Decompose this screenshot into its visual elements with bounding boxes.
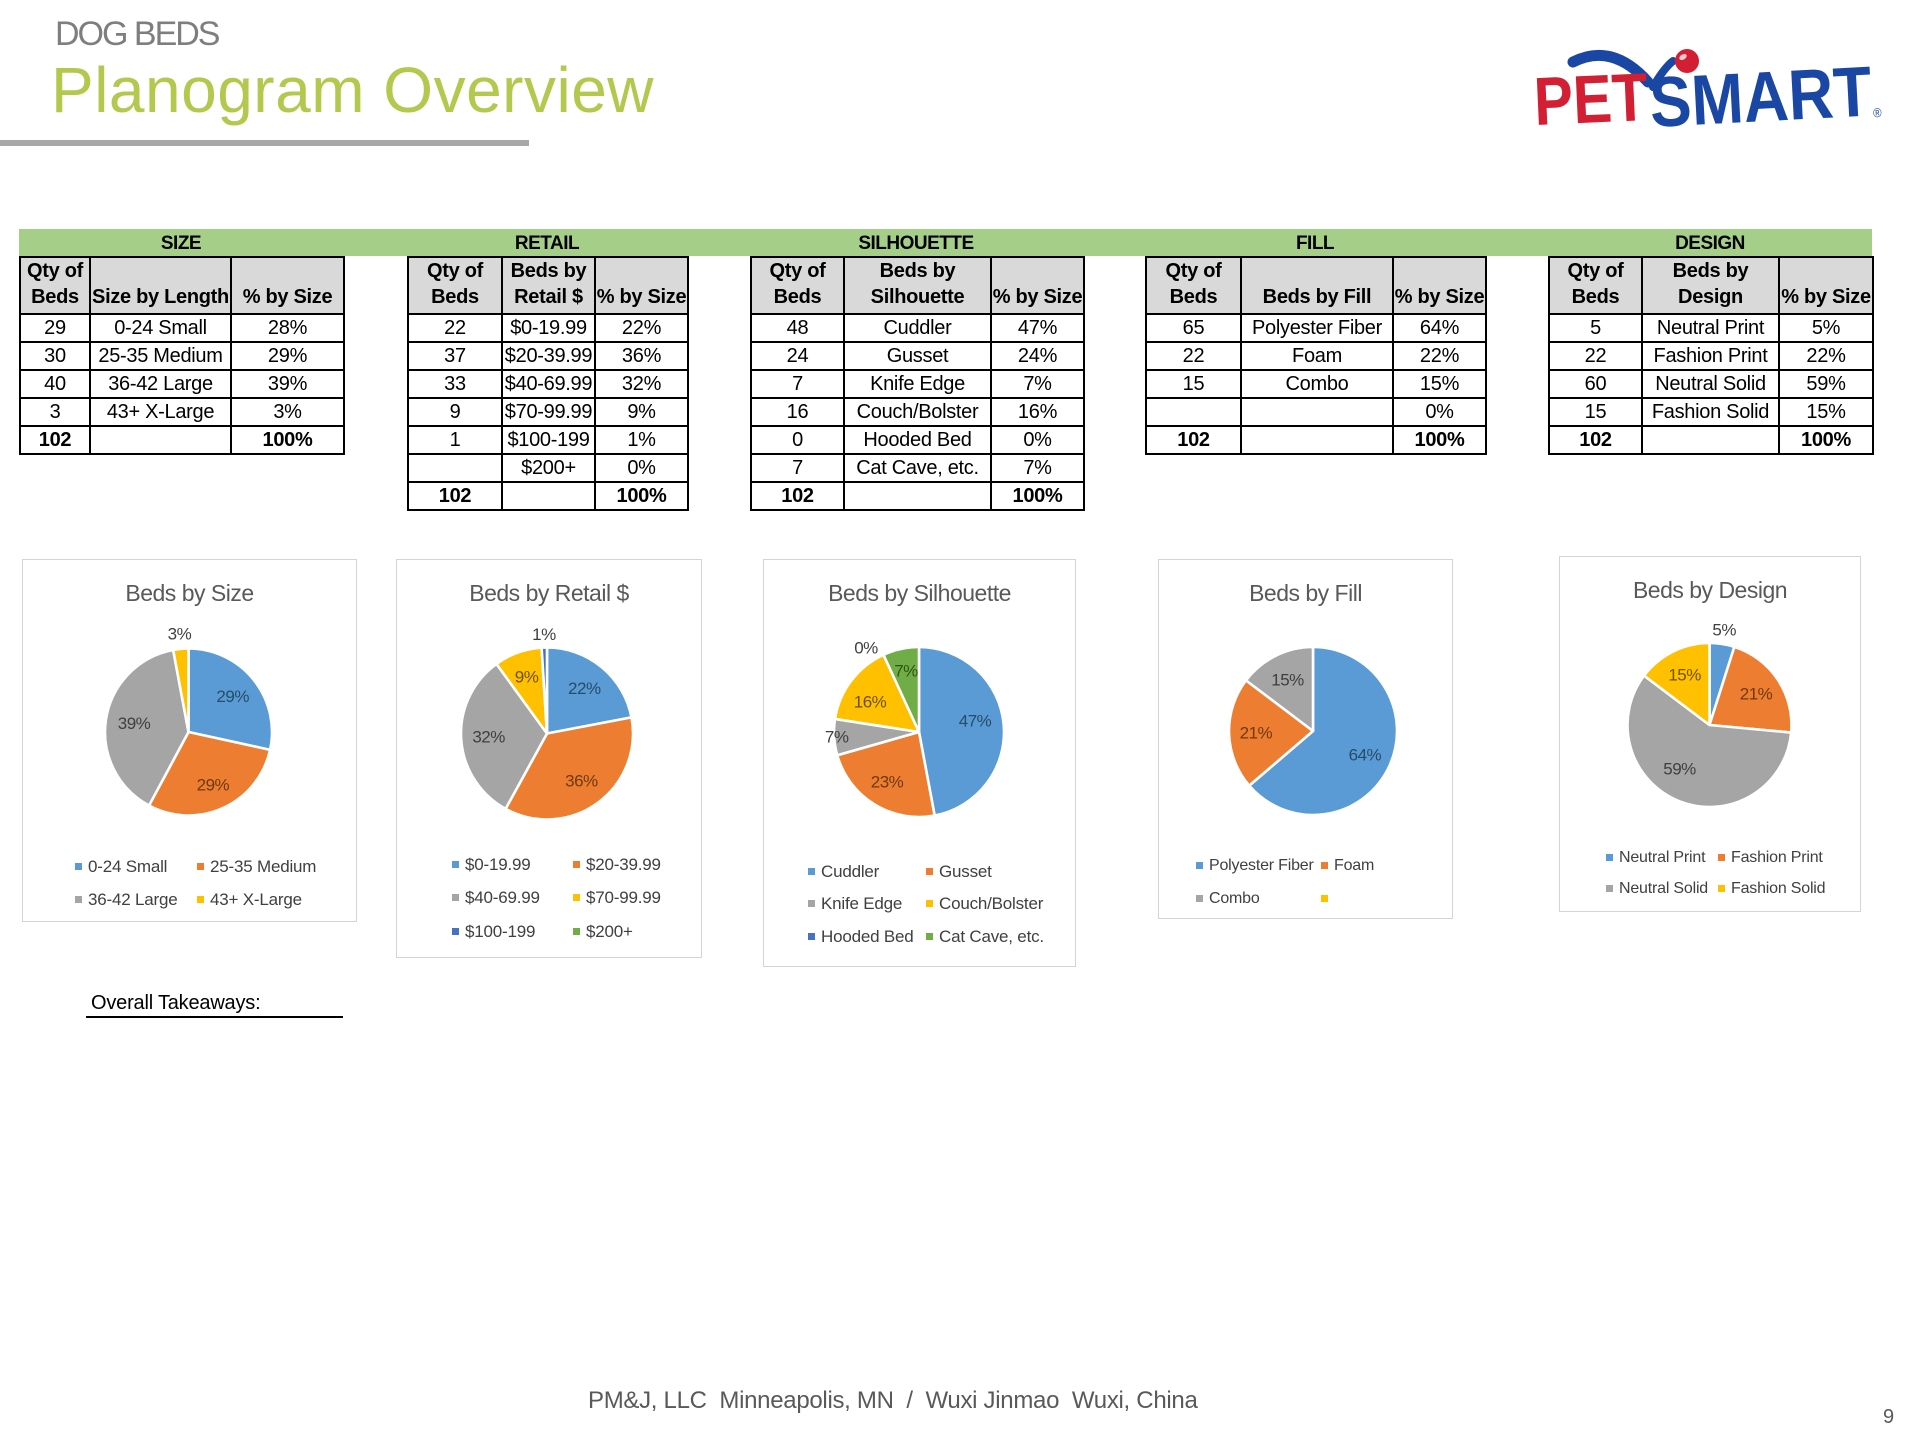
svg-text:9%: 9% (515, 667, 539, 686)
svg-text:5%: 5% (1712, 621, 1736, 640)
svg-text:3%: 3% (168, 624, 192, 643)
svg-text:21%: 21% (1740, 685, 1773, 704)
svg-text:1%: 1% (532, 625, 556, 644)
svg-text:32%: 32% (472, 728, 505, 747)
svg-text:15%: 15% (1668, 666, 1701, 685)
svg-text:64%: 64% (1349, 745, 1382, 764)
svg-text:23%: 23% (871, 773, 904, 792)
svg-text:47%: 47% (959, 712, 992, 731)
svg-text:7%: 7% (825, 728, 849, 747)
svg-text:0%: 0% (854, 639, 878, 658)
svg-text:29%: 29% (197, 776, 230, 795)
svg-text:22%: 22% (568, 679, 601, 698)
svg-text:15%: 15% (1271, 670, 1304, 689)
svg-text:36%: 36% (565, 771, 598, 790)
svg-text:39%: 39% (118, 714, 151, 733)
svg-text:7%: 7% (894, 662, 918, 681)
svg-text:SMART: SMART (1648, 52, 1874, 143)
svg-text:29%: 29% (216, 687, 249, 706)
svg-text:21%: 21% (1240, 723, 1273, 742)
svg-text:®: ® (1873, 105, 1882, 120)
svg-text:PET: PET (1532, 60, 1649, 140)
svg-text:16%: 16% (854, 693, 887, 712)
svg-text:59%: 59% (1663, 760, 1696, 779)
